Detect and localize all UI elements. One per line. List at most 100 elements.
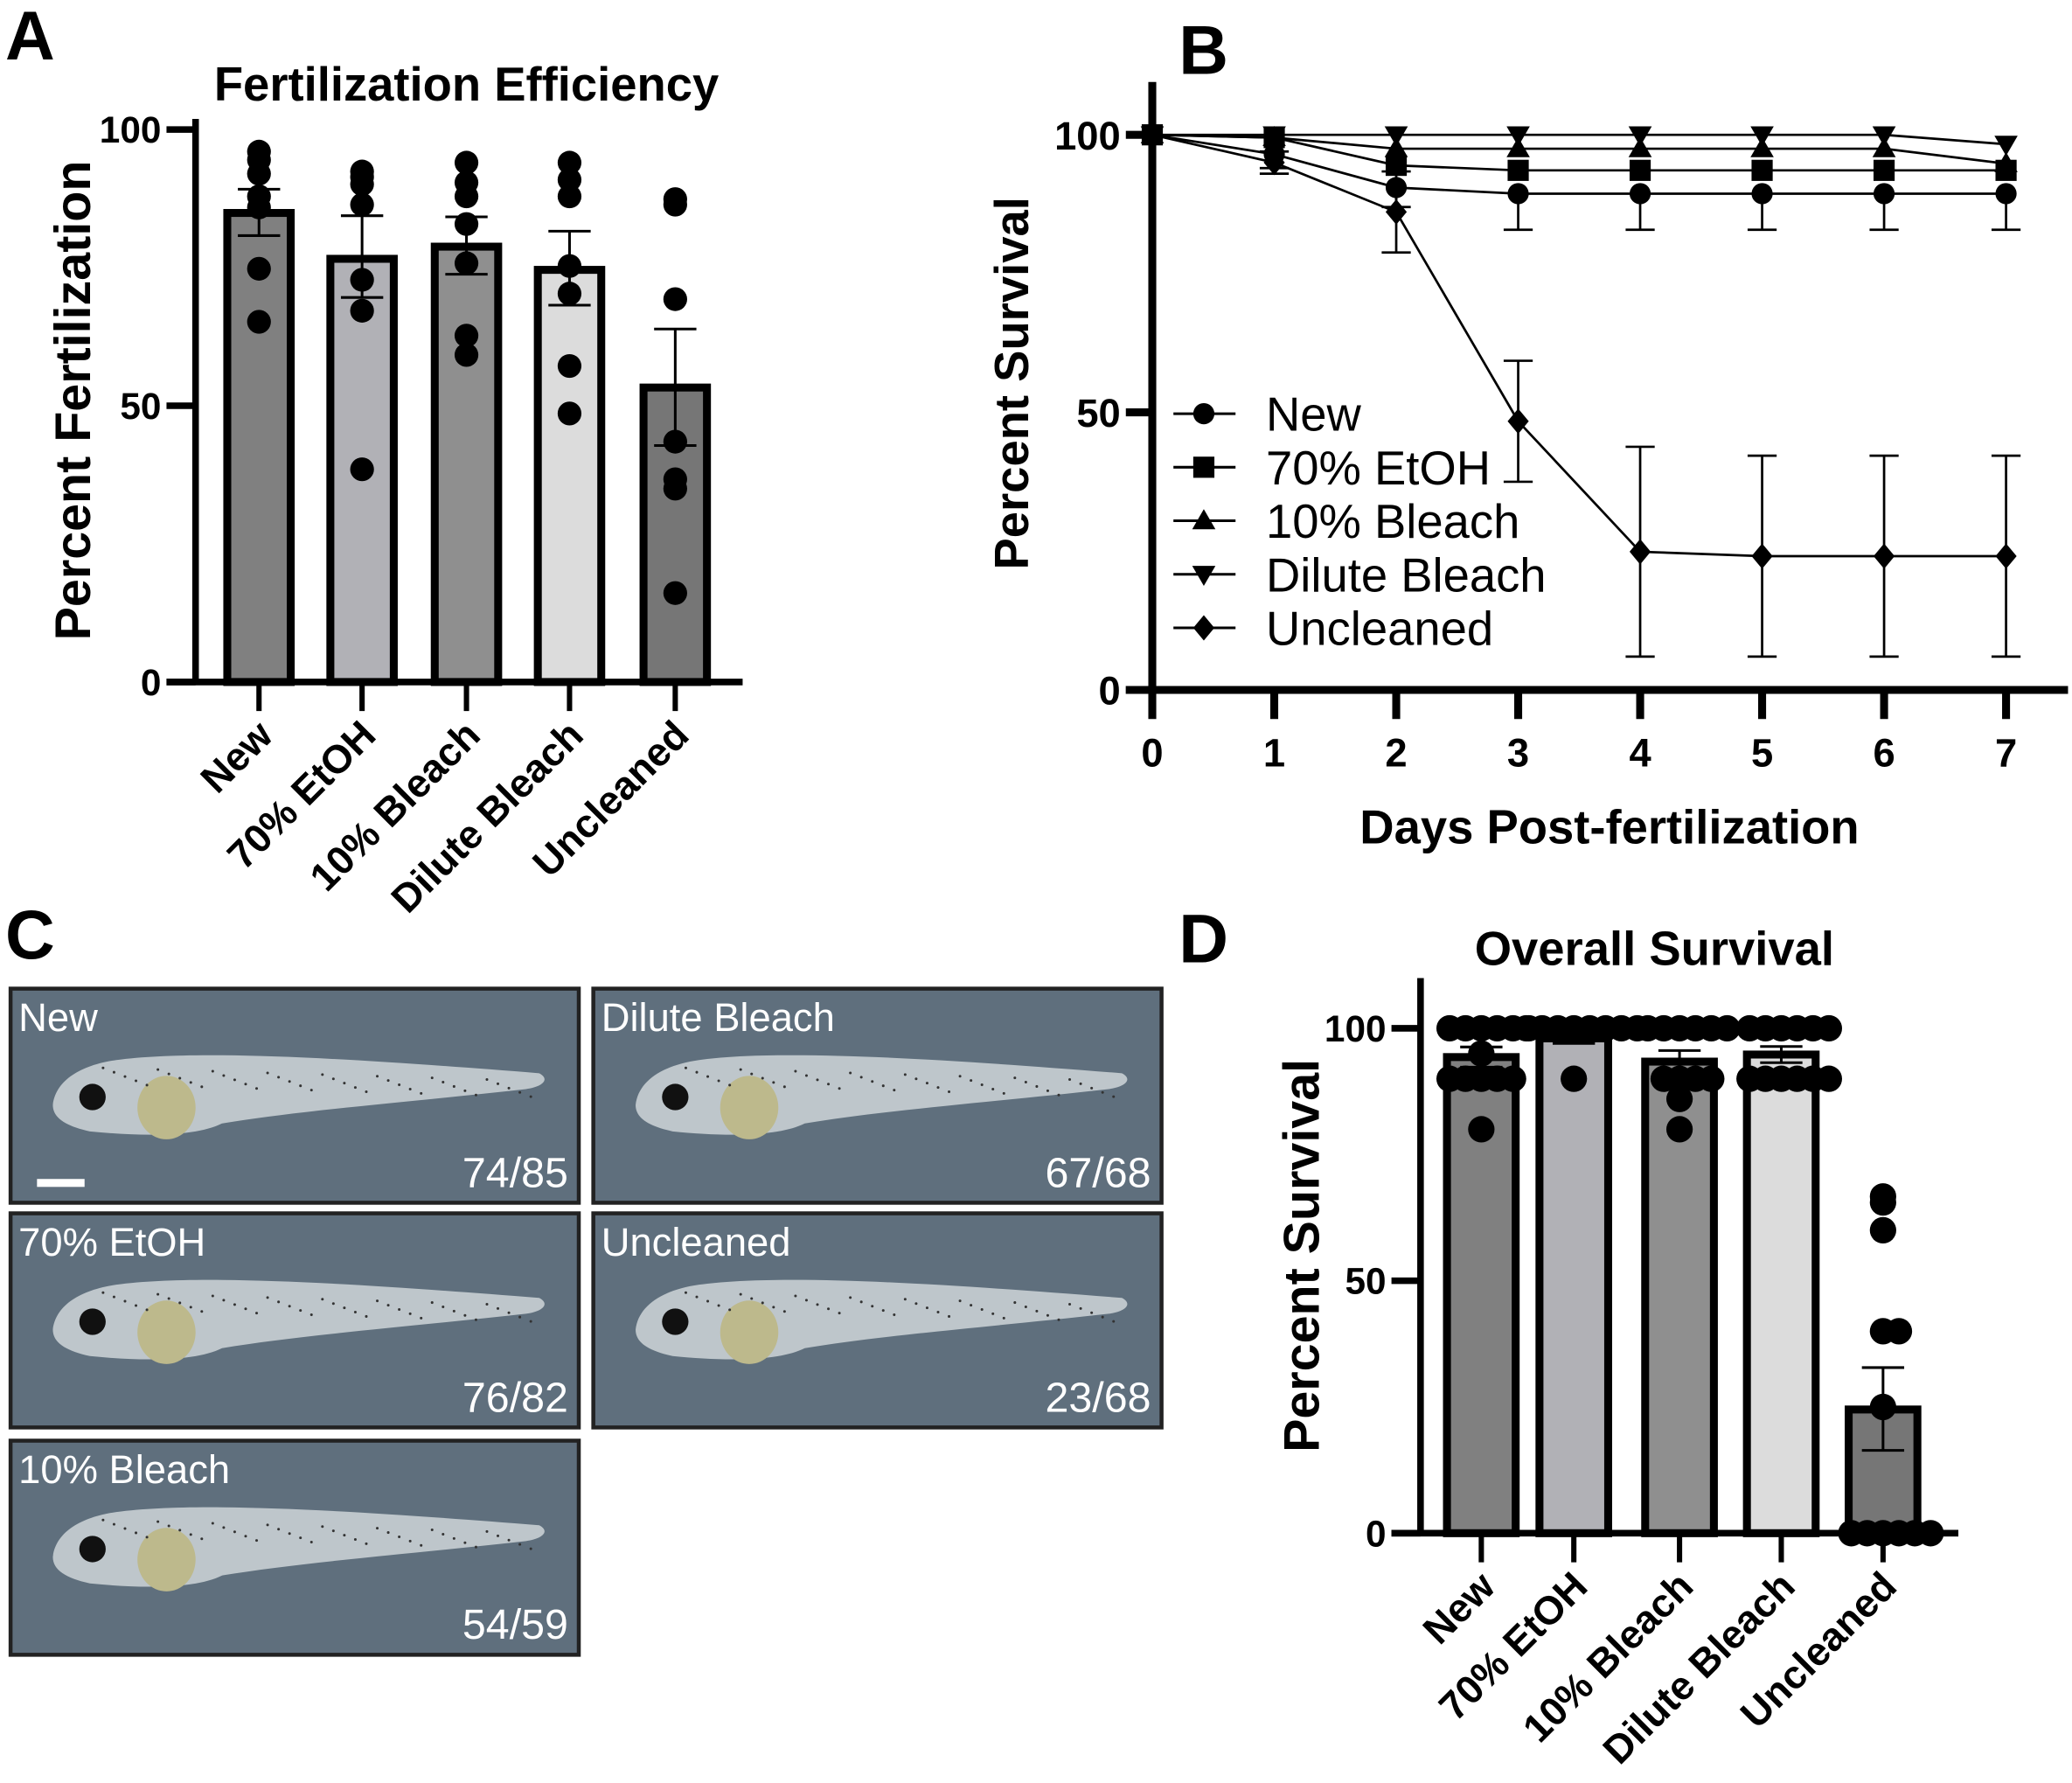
pigment-dot	[518, 1090, 522, 1094]
data-point	[454, 324, 479, 348]
data-point	[557, 401, 582, 426]
marker-circle	[1995, 183, 2017, 205]
tadpole-image: 70% EtOH 76/82	[8, 1211, 581, 1430]
tadpole-image: Dilute Bleach 67/68	[591, 986, 1164, 1205]
pigment-dot	[1002, 1091, 1005, 1095]
data-point	[1468, 1040, 1495, 1067]
bar-3	[1742, 1050, 1820, 1537]
pigment-dot	[343, 1082, 346, 1085]
data-point	[247, 256, 271, 281]
pigment-dot	[772, 1081, 775, 1084]
marker-triangle-down	[1192, 566, 1216, 587]
panel-letter-b: B	[1179, 12, 1228, 89]
pigment-dot	[518, 1315, 522, 1319]
pigment-dot	[353, 1537, 357, 1542]
data-point	[663, 477, 687, 501]
legend-label: 10% Bleach	[1266, 495, 1519, 548]
panel-letter-a: A	[5, 0, 55, 74]
pigment-dot	[1112, 1320, 1116, 1323]
image-count: 23/68	[1045, 1374, 1151, 1421]
image-label: Uncleaned	[601, 1220, 791, 1264]
pigment-dot	[1068, 1302, 1072, 1306]
pigment-dot	[706, 1299, 710, 1303]
pigment-dot	[518, 1543, 522, 1546]
pigment-dot	[189, 1081, 192, 1084]
tadpole-yolk	[720, 1076, 779, 1139]
pigment-dot	[299, 1084, 302, 1088]
data-point	[663, 287, 687, 311]
pigment-dot	[529, 1320, 532, 1323]
pigment-dot	[717, 1304, 720, 1307]
pigment-dot	[1035, 1084, 1039, 1088]
marker-triangle-up	[1872, 136, 1896, 157]
pigment-dot	[1024, 1305, 1027, 1308]
pigment-dot	[695, 1295, 699, 1299]
pigment-dot	[497, 1534, 500, 1537]
pigment-dot	[123, 1299, 127, 1303]
pigment-dot	[299, 1309, 302, 1313]
pigment-dot	[529, 1547, 532, 1550]
pigment-dot	[1079, 1082, 1082, 1085]
panel-letter-d: D	[1179, 900, 1228, 977]
pigment-dot	[442, 1305, 445, 1308]
y-tick-label: 100	[1054, 114, 1121, 158]
pigment-dot	[266, 1523, 269, 1527]
data-point	[663, 581, 687, 605]
pigment-dot	[156, 1068, 160, 1071]
tadpole-image-grid: New 74/85 Dilute Bleach 67/68 70% EtOH 76/82 U…	[8, 986, 1164, 1657]
tadpole-yolk	[137, 1528, 196, 1591]
data-point	[247, 139, 271, 164]
pigment-dot	[123, 1075, 127, 1078]
pigment-dot	[452, 1084, 455, 1088]
pigment-dot	[970, 1304, 973, 1307]
x-tick-label: 2	[1385, 731, 1407, 776]
pigment-dot	[145, 1083, 149, 1087]
pigment-dot	[420, 1543, 423, 1547]
bar-1	[1535, 1034, 1613, 1537]
pigment-dot	[452, 1309, 455, 1313]
pigment-dot	[145, 1536, 149, 1539]
pigment-dot	[1057, 1093, 1060, 1097]
data-point	[1634, 1014, 1661, 1042]
pigment-dot	[321, 1525, 324, 1529]
pigment-dot	[948, 1314, 951, 1318]
pigment-dot	[211, 1069, 214, 1073]
data-point	[247, 195, 271, 219]
x-tick-label: New	[191, 712, 281, 801]
chart-fertilization-efficiency: Fertilization Efficiency Percent Fertiliz…	[45, 58, 743, 922]
marker-diamond	[1751, 543, 1773, 569]
x-tick-label: 0	[1141, 731, 1163, 776]
x-tick-label: 3	[1507, 731, 1529, 776]
pigment-dot	[903, 1298, 907, 1301]
marker-triangle-up	[1384, 136, 1408, 157]
data-point	[1815, 1065, 1843, 1092]
pigment-dot	[200, 1537, 204, 1541]
image-count: 76/82	[462, 1374, 568, 1421]
pigment-dot	[849, 1071, 852, 1075]
pigment-dot	[881, 1309, 885, 1313]
pigment-dot	[398, 1307, 401, 1312]
pigment-dot	[529, 1095, 532, 1098]
marker-triangle-down	[1750, 126, 1774, 147]
pigment-dot	[794, 1294, 797, 1298]
pigment-dot	[398, 1083, 401, 1087]
pigment-dot	[277, 1076, 281, 1079]
pigment-dot	[255, 1087, 259, 1090]
tadpole-eye	[79, 1536, 106, 1563]
scale-bar	[37, 1179, 85, 1188]
marker-triangle-down	[1262, 126, 1286, 147]
marker-circle	[1751, 183, 1773, 205]
data-point	[1736, 1014, 1763, 1042]
marker-square	[1629, 159, 1651, 181]
series-line-0	[1151, 133, 2006, 195]
pigment-dot	[189, 1533, 192, 1536]
marker-circle	[1192, 403, 1215, 425]
data-point	[1736, 1065, 1763, 1092]
pigment-dot	[859, 1076, 863, 1079]
tadpole-eye	[79, 1083, 106, 1111]
marker-triangle-up	[1628, 136, 1652, 157]
marker-diamond	[1873, 543, 1895, 569]
pigment-dot	[309, 1541, 313, 1544]
pigment-dot	[101, 1518, 105, 1522]
